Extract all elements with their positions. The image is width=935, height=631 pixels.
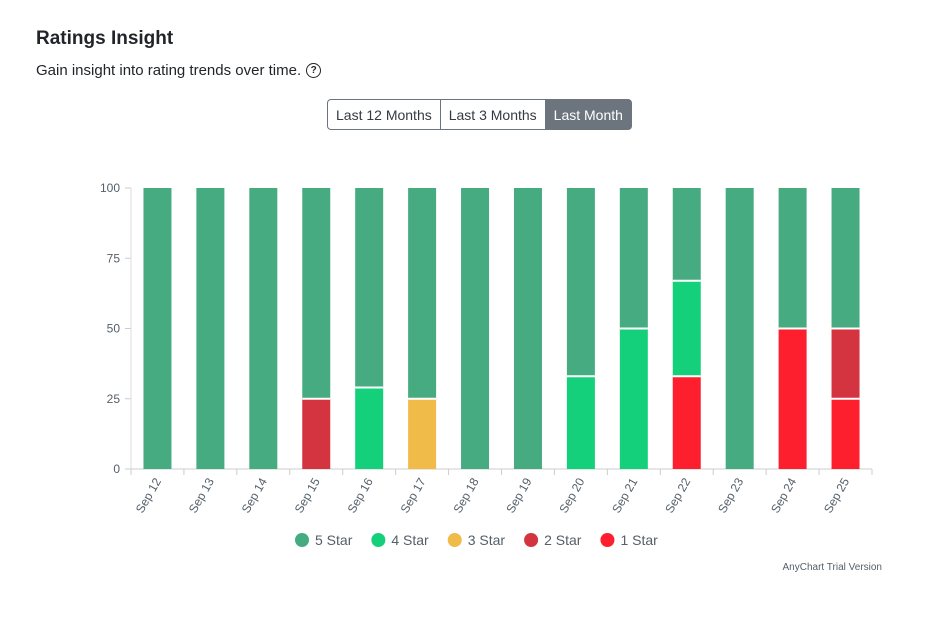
range-button[interactable]: Last 3 Months: [439, 99, 546, 130]
y-tick-label: 0: [113, 462, 120, 476]
y-tick-label: 75: [107, 251, 121, 265]
bar-segment: [513, 188, 542, 469]
x-tick-label: Sep 24: [768, 475, 799, 515]
bar-segment: [778, 188, 807, 329]
bar-segment: [672, 280, 701, 377]
bar-segment: [619, 328, 648, 469]
bar-segment: [355, 387, 384, 469]
x-tick-label: Sep 18: [450, 475, 481, 515]
legend-label: 3 Star: [468, 532, 506, 548]
legend-marker: [371, 533, 386, 547]
bar-segment: [408, 188, 437, 399]
bar-segment: [566, 376, 595, 469]
x-tick-label: Sep 23: [715, 475, 746, 515]
x-tick-label: Sep 25: [821, 475, 852, 515]
bar-segment: [566, 188, 595, 377]
range-buttons: Last 12 Months Last 3 Months Last Month: [327, 99, 632, 130]
bar-segment: [778, 328, 807, 469]
y-tick-label: 50: [107, 322, 121, 336]
x-tick-label: Sep 14: [239, 475, 270, 515]
bar-segment: [143, 188, 172, 469]
legend-marker: [600, 533, 615, 547]
bar-segment: [302, 398, 331, 469]
bar-segment: [408, 398, 437, 469]
legend-label: 1 Star: [620, 532, 658, 548]
legend-label: 2 Star: [544, 532, 582, 548]
bar-segment: [355, 188, 384, 388]
legend-label: 4 Star: [391, 532, 429, 548]
bar-segment: [831, 328, 860, 399]
subtitle: Gain insight into rating trends over tim…: [36, 62, 302, 79]
section-title: Ratings Insight: [36, 28, 174, 49]
credits: AnyChart Trial Version: [783, 562, 883, 573]
help-icon[interactable]: ?: [306, 63, 322, 78]
range-button[interactable]: Last Month: [544, 99, 632, 130]
bar-segment: [831, 188, 860, 329]
range-button[interactable]: Last 12 Months: [327, 99, 441, 130]
x-tick-label: Sep 20: [556, 475, 587, 515]
x-tick-label: Sep 15: [292, 475, 323, 515]
legend-label: 5 Star: [315, 532, 353, 548]
bar-segment: [249, 188, 278, 469]
x-tick-label: Sep 19: [503, 475, 534, 515]
x-tick-label: Sep 13: [186, 475, 217, 515]
x-tick-label: Sep 22: [662, 475, 693, 515]
bar-segment: [302, 188, 331, 399]
bar-segment: [672, 376, 701, 469]
bar-segment: [831, 398, 860, 469]
x-tick-label: Sep 17: [398, 475, 429, 515]
legend-marker: [447, 533, 462, 547]
legend-marker: [295, 533, 309, 547]
x-tick-label: Sep 16: [345, 475, 376, 515]
legend-marker: [524, 533, 539, 547]
bar-segment: [196, 188, 225, 469]
bar-segment: [672, 188, 701, 281]
bar-segment: [461, 188, 490, 469]
y-tick-label: 100: [100, 181, 120, 195]
bar-segment: [619, 188, 648, 329]
y-tick-label: 25: [107, 392, 121, 406]
bar-segment: [725, 188, 754, 469]
subtitle-row: Gain insight into rating trends over tim…: [36, 62, 322, 79]
x-tick-label: Sep 21: [609, 475, 640, 515]
x-tick-label: Sep 12: [133, 475, 164, 515]
